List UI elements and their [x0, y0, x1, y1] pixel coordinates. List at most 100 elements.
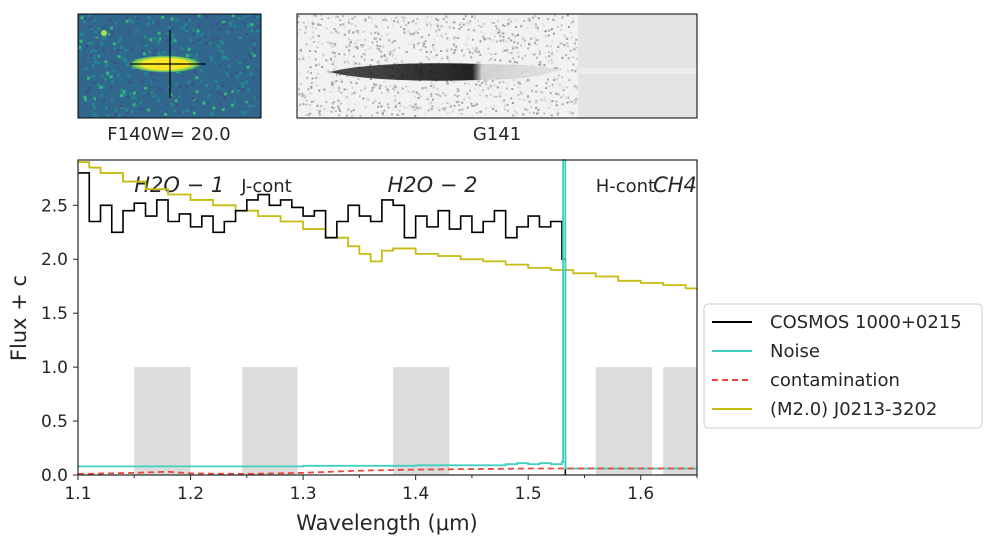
noise-pixel	[241, 90, 245, 94]
noise-pixel	[499, 39, 502, 42]
noise-pixel	[92, 74, 96, 78]
noise-pixel	[221, 88, 225, 92]
noise-pixel	[439, 60, 442, 63]
noise-pixel	[360, 55, 363, 58]
noise-pixel	[403, 31, 406, 34]
noise-pixel	[471, 47, 474, 50]
noise-pixel	[493, 95, 496, 98]
noise-pixel	[517, 41, 520, 44]
noise-pixel	[473, 29, 476, 32]
noise-pixel	[315, 15, 318, 18]
noise-pixel	[385, 85, 388, 88]
noise-pixel	[147, 108, 151, 112]
x-tick-label: 1.5	[515, 484, 542, 504]
noise-pixel	[475, 103, 478, 106]
noise-pixel	[403, 44, 406, 47]
noise-pixel	[448, 26, 451, 29]
noise-pixel	[405, 89, 408, 92]
noise-pixel	[211, 27, 215, 31]
noise-pixel	[187, 80, 191, 84]
noise-pixel	[117, 29, 121, 33]
noise-pixel	[548, 44, 551, 47]
noise-pixel	[471, 104, 474, 107]
noise-pixel	[498, 31, 501, 34]
noise-pixel	[366, 97, 369, 100]
noise-pixel	[96, 83, 100, 87]
noise-pixel	[510, 20, 513, 23]
noise-pixel	[550, 104, 553, 107]
noise-pixel	[255, 68, 259, 72]
noise-pixel	[391, 24, 394, 27]
noise-pixel	[376, 61, 379, 64]
noise-pixel	[330, 31, 333, 34]
noise-pixel	[474, 87, 477, 90]
noise-pixel	[312, 22, 315, 25]
noise-pixel	[139, 101, 143, 105]
noise-pixel	[110, 48, 114, 52]
noise-pixel	[462, 106, 465, 109]
noise-pixel	[310, 85, 313, 88]
noise-pixel	[544, 39, 547, 42]
noise-pixel	[232, 67, 236, 71]
spectrum2d-masked-region	[578, 14, 697, 118]
noise-pixel	[88, 86, 92, 90]
noise-pixel	[184, 114, 188, 118]
noise-pixel	[330, 16, 333, 19]
noise-pixel	[461, 49, 464, 52]
noise-pixel	[91, 112, 95, 116]
noise-pixel	[465, 16, 468, 19]
noise-pixel	[320, 88, 323, 91]
noise-pixel	[455, 101, 458, 104]
noise-pixel	[571, 69, 574, 72]
noise-pixel	[398, 28, 401, 31]
noise-pixel	[334, 80, 337, 83]
noise-pixel	[543, 97, 546, 100]
noise-pixel	[551, 62, 554, 65]
noise-pixel	[373, 85, 376, 88]
noise-pixel	[195, 53, 199, 57]
noise-pixel	[412, 90, 415, 93]
noise-pixel	[130, 48, 134, 52]
noise-pixel	[553, 77, 556, 80]
noise-pixel	[364, 86, 367, 89]
noise-pixel	[574, 70, 577, 73]
noise-pixel	[117, 40, 121, 44]
noise-pixel	[188, 19, 192, 23]
noise-pixel	[418, 22, 421, 25]
noise-pixel	[371, 47, 374, 50]
noise-pixel	[429, 24, 432, 27]
noise-pixel	[503, 104, 506, 107]
noise-pixel	[132, 91, 136, 95]
noise-pixel	[371, 58, 374, 61]
noise-pixel	[379, 60, 382, 63]
noise-pixel	[501, 100, 504, 103]
noise-pixel	[527, 47, 530, 50]
noise-pixel	[229, 74, 233, 78]
noise-pixel	[432, 98, 435, 101]
noise-pixel	[338, 73, 341, 76]
noise-pixel	[120, 92, 124, 96]
noise-pixel	[350, 81, 353, 84]
feature-band-label: CH4	[653, 173, 697, 197]
noise-pixel	[254, 14, 258, 18]
noise-pixel	[387, 43, 390, 46]
noise-pixel	[471, 15, 474, 18]
noise-pixel	[387, 60, 390, 63]
noise-pixel	[499, 95, 502, 98]
noise-pixel	[433, 38, 436, 41]
noise-pixel	[392, 20, 395, 23]
noise-pixel	[311, 25, 314, 28]
series-line	[78, 159, 697, 470]
noise-pixel	[555, 67, 558, 70]
noise-pixel	[495, 95, 498, 98]
noise-pixel	[119, 77, 123, 81]
noise-pixel	[569, 49, 572, 52]
noise-pixel	[127, 95, 131, 99]
noise-pixel	[240, 111, 244, 115]
x-tick-label: 1.3	[290, 484, 317, 504]
noise-pixel	[346, 74, 349, 77]
noise-pixel	[102, 26, 106, 30]
noise-pixel	[500, 30, 503, 33]
noise-pixel	[366, 37, 369, 40]
noise-pixel	[571, 36, 574, 39]
